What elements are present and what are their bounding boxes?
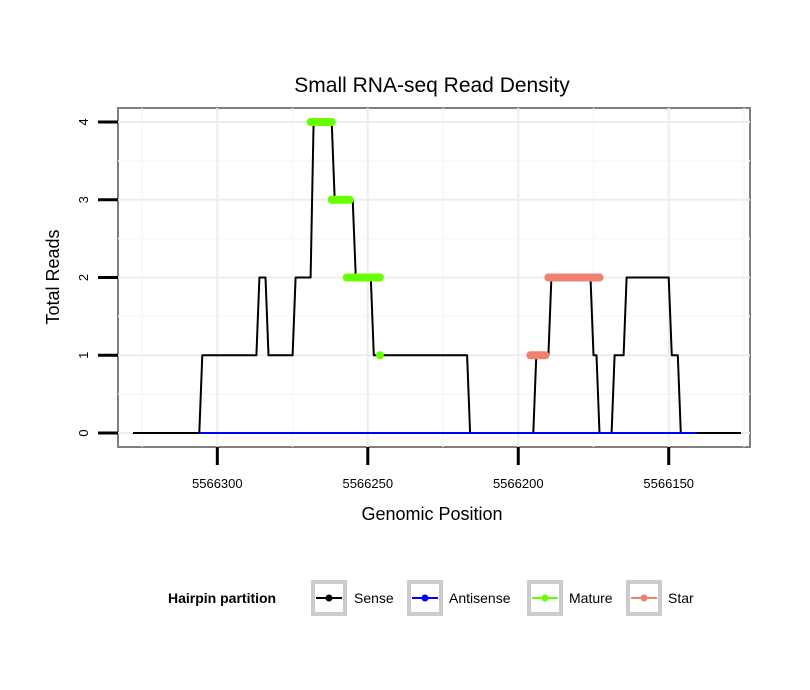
legend-key-point bbox=[541, 594, 549, 602]
legend-label: Star bbox=[668, 590, 694, 606]
x-tick-label: 5566250 bbox=[342, 476, 393, 491]
legend: Hairpin partition Sense Antisense Mature St… bbox=[168, 580, 694, 616]
y-axis: 0 1 2 3 4 bbox=[76, 118, 118, 437]
y-tick-label: 3 bbox=[76, 196, 91, 203]
y-tick-label: 1 bbox=[76, 352, 91, 359]
y-tick-label: 4 bbox=[76, 118, 91, 125]
legend-entry-mature: Mature bbox=[527, 580, 613, 616]
legend-entry-sense: Sense bbox=[311, 580, 394, 616]
legend-key-point bbox=[640, 594, 648, 602]
x-tick-label: 5566200 bbox=[493, 476, 544, 491]
y-tick-label: 2 bbox=[76, 274, 91, 281]
legend-key-point bbox=[421, 594, 429, 602]
x-axis: 5566300 5566250 5566200 5566150 bbox=[192, 447, 694, 491]
legend-key-point bbox=[325, 594, 333, 602]
series-layer bbox=[133, 117, 741, 434]
chart-title: Small RNA-seq Read Density bbox=[294, 74, 570, 97]
legend-label: Mature bbox=[569, 590, 613, 606]
legend-entry-antisense: Antisense bbox=[407, 580, 511, 616]
y-axis-title: Total Reads bbox=[43, 229, 63, 324]
x-axis-title: Genomic Position bbox=[361, 504, 502, 524]
x-tick-label: 5566300 bbox=[192, 476, 243, 491]
legend-label: Antisense bbox=[449, 590, 511, 606]
legend-entry-star: Star bbox=[626, 580, 694, 616]
y-tick-label: 0 bbox=[76, 429, 91, 436]
legend-label: Sense bbox=[354, 590, 394, 606]
legend-title: Hairpin partition bbox=[168, 590, 276, 606]
x-tick-label: 5566150 bbox=[643, 476, 694, 491]
